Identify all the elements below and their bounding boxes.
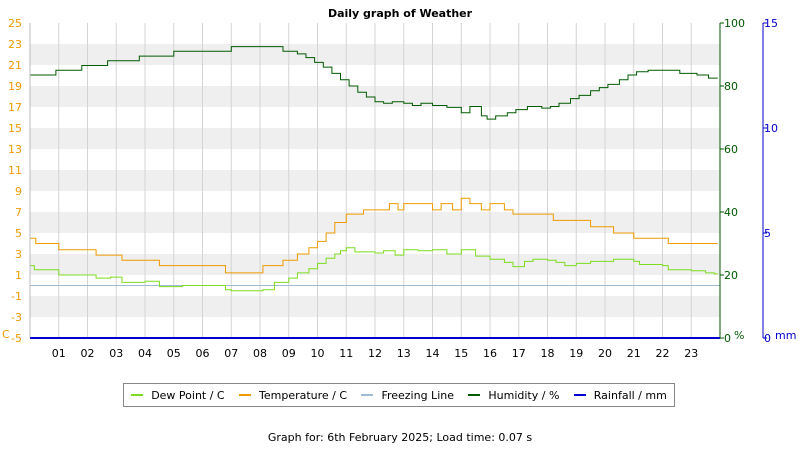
x-tick-label: 08 xyxy=(253,347,267,360)
left-tick-label: 25 xyxy=(8,17,22,30)
x-tick-label: 10 xyxy=(311,347,325,360)
x-tick-label: 22 xyxy=(656,347,670,360)
left-tick-label: 15 xyxy=(8,122,22,135)
left-tick-label: 1 xyxy=(15,269,22,282)
left-tick-label: -1 xyxy=(11,290,22,303)
left-tick-label: 11 xyxy=(8,164,22,177)
dew-point-c-line xyxy=(30,247,718,292)
left-tick-label: 9 xyxy=(15,185,22,198)
humidity-tick-label: 100 xyxy=(724,17,745,30)
rain-tick-label: 0 xyxy=(764,332,771,345)
left-tick-label: 3 xyxy=(15,248,22,261)
legend-label-humidity: Humidity / % xyxy=(488,388,560,402)
legend-label-freezing-line: Freezing Line xyxy=(381,388,454,402)
x-tick-label: 18 xyxy=(541,347,555,360)
x-tick-label: 01 xyxy=(52,347,66,360)
x-tick-label: 09 xyxy=(282,347,296,360)
rain-tick-label: 15 xyxy=(764,17,778,30)
x-tick-label: 14 xyxy=(426,347,440,360)
humidity-tick-label: 20 xyxy=(724,269,738,282)
x-tick-label: 04 xyxy=(138,347,152,360)
legend-item-freezing-line: Freezing Line xyxy=(361,389,454,402)
x-tick-label: 20 xyxy=(598,347,612,360)
rainfall-swatch xyxy=(573,394,586,396)
humidity-swatch xyxy=(468,394,481,396)
left-tick-label: -3 xyxy=(11,311,22,324)
legend-item-rainfall: Rainfall / mm xyxy=(573,388,667,402)
legend-item-temperature: Temperature / C xyxy=(239,389,347,402)
left-tick-label: -5 xyxy=(11,332,22,345)
humidity-tick-label: 0 xyxy=(724,332,731,345)
dew-point-swatch xyxy=(131,394,144,396)
x-tick-label: 07 xyxy=(224,347,238,360)
humidity-tick-label: 40 xyxy=(724,206,738,219)
temperature-c-line xyxy=(30,197,718,274)
legend-label-rainfall: Rainfall / mm xyxy=(593,388,667,402)
legend-item-humidity: Humidity / % xyxy=(468,389,559,402)
rain-tick-label: 10 xyxy=(764,122,778,135)
x-tick-label: 03 xyxy=(109,347,123,360)
legend-label-dew-point: Dew Point / C xyxy=(151,388,225,402)
left-tick-label: 7 xyxy=(15,206,22,219)
left-axis-unit: C xyxy=(2,328,10,341)
chart-title: Daily graph of Weather xyxy=(328,7,473,20)
x-tick-label: 06 xyxy=(196,347,210,360)
left-tick-label: 21 xyxy=(8,59,22,72)
freezing-line-swatch xyxy=(361,394,374,396)
x-tick-label: 19 xyxy=(569,347,583,360)
x-tick-label: 15 xyxy=(454,347,468,360)
left-tick-label: 17 xyxy=(8,101,22,114)
humidity-tick-label: 60 xyxy=(724,143,738,156)
rain-axis-unit: mm xyxy=(775,329,796,342)
x-tick-label: 12 xyxy=(368,347,382,360)
graph-footer: Graph for: 6th February 2025; Load time:… xyxy=(267,431,533,444)
x-tick-label: 23 xyxy=(684,347,698,360)
x-tick-label: 02 xyxy=(81,347,95,360)
rain-tick-label: 5 xyxy=(764,227,771,240)
x-tick-label: 21 xyxy=(627,347,641,360)
x-tick-label: 11 xyxy=(339,347,353,360)
left-tick-label: 13 xyxy=(8,143,22,156)
x-tick-label: 17 xyxy=(512,347,526,360)
left-tick-label: 23 xyxy=(8,38,22,51)
humidity-tick-label: 80 xyxy=(724,80,738,93)
x-tick-label: 05 xyxy=(167,347,181,360)
x-tick-label: 16 xyxy=(483,347,497,360)
left-tick-label: 5 xyxy=(15,227,22,240)
legend-label-temperature: Temperature / C xyxy=(259,388,348,402)
humidity-line xyxy=(30,46,718,120)
humidity-axis-unit: % xyxy=(734,329,744,342)
temperature-swatch xyxy=(239,394,251,396)
x-tick-label: 13 xyxy=(397,347,411,360)
left-tick-label: 19 xyxy=(8,80,22,93)
chart-legend: Dew Point / C Temperature / C Freezing L… xyxy=(123,383,675,407)
legend-item-dew-point: Dew Point / C xyxy=(131,388,225,402)
